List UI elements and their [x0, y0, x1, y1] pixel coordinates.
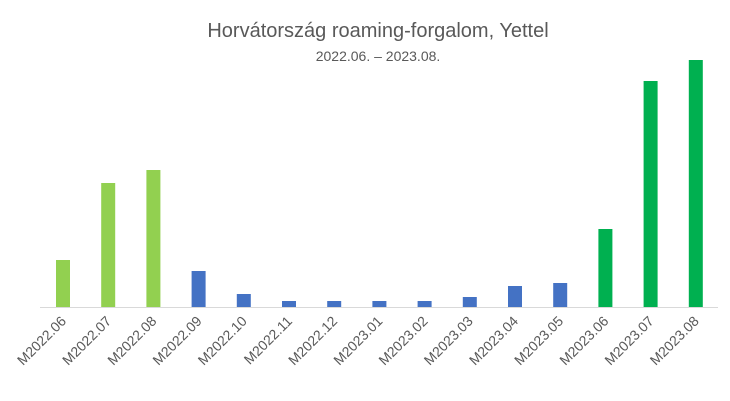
bar: [417, 301, 432, 307]
bar: [598, 229, 613, 307]
x-tick-label: M2023.08: [647, 313, 702, 368]
bar: [553, 283, 568, 307]
bar: [282, 301, 296, 307]
bar: [643, 81, 658, 307]
x-tick-label: M2022.10: [195, 313, 250, 368]
bar: [101, 183, 116, 307]
bar: [462, 297, 477, 307]
bar: [327, 301, 342, 307]
bar: [191, 271, 206, 307]
bar: [508, 286, 522, 307]
bar: [56, 260, 70, 307]
chart-subtitle: 2022.06. – 2023.08.: [316, 48, 441, 64]
bar: [688, 60, 703, 307]
bar: [146, 170, 161, 307]
bar: [372, 301, 387, 307]
bar: [236, 294, 251, 307]
chart-title: Horvátország roaming-forgalom, Yettel: [207, 20, 548, 42]
